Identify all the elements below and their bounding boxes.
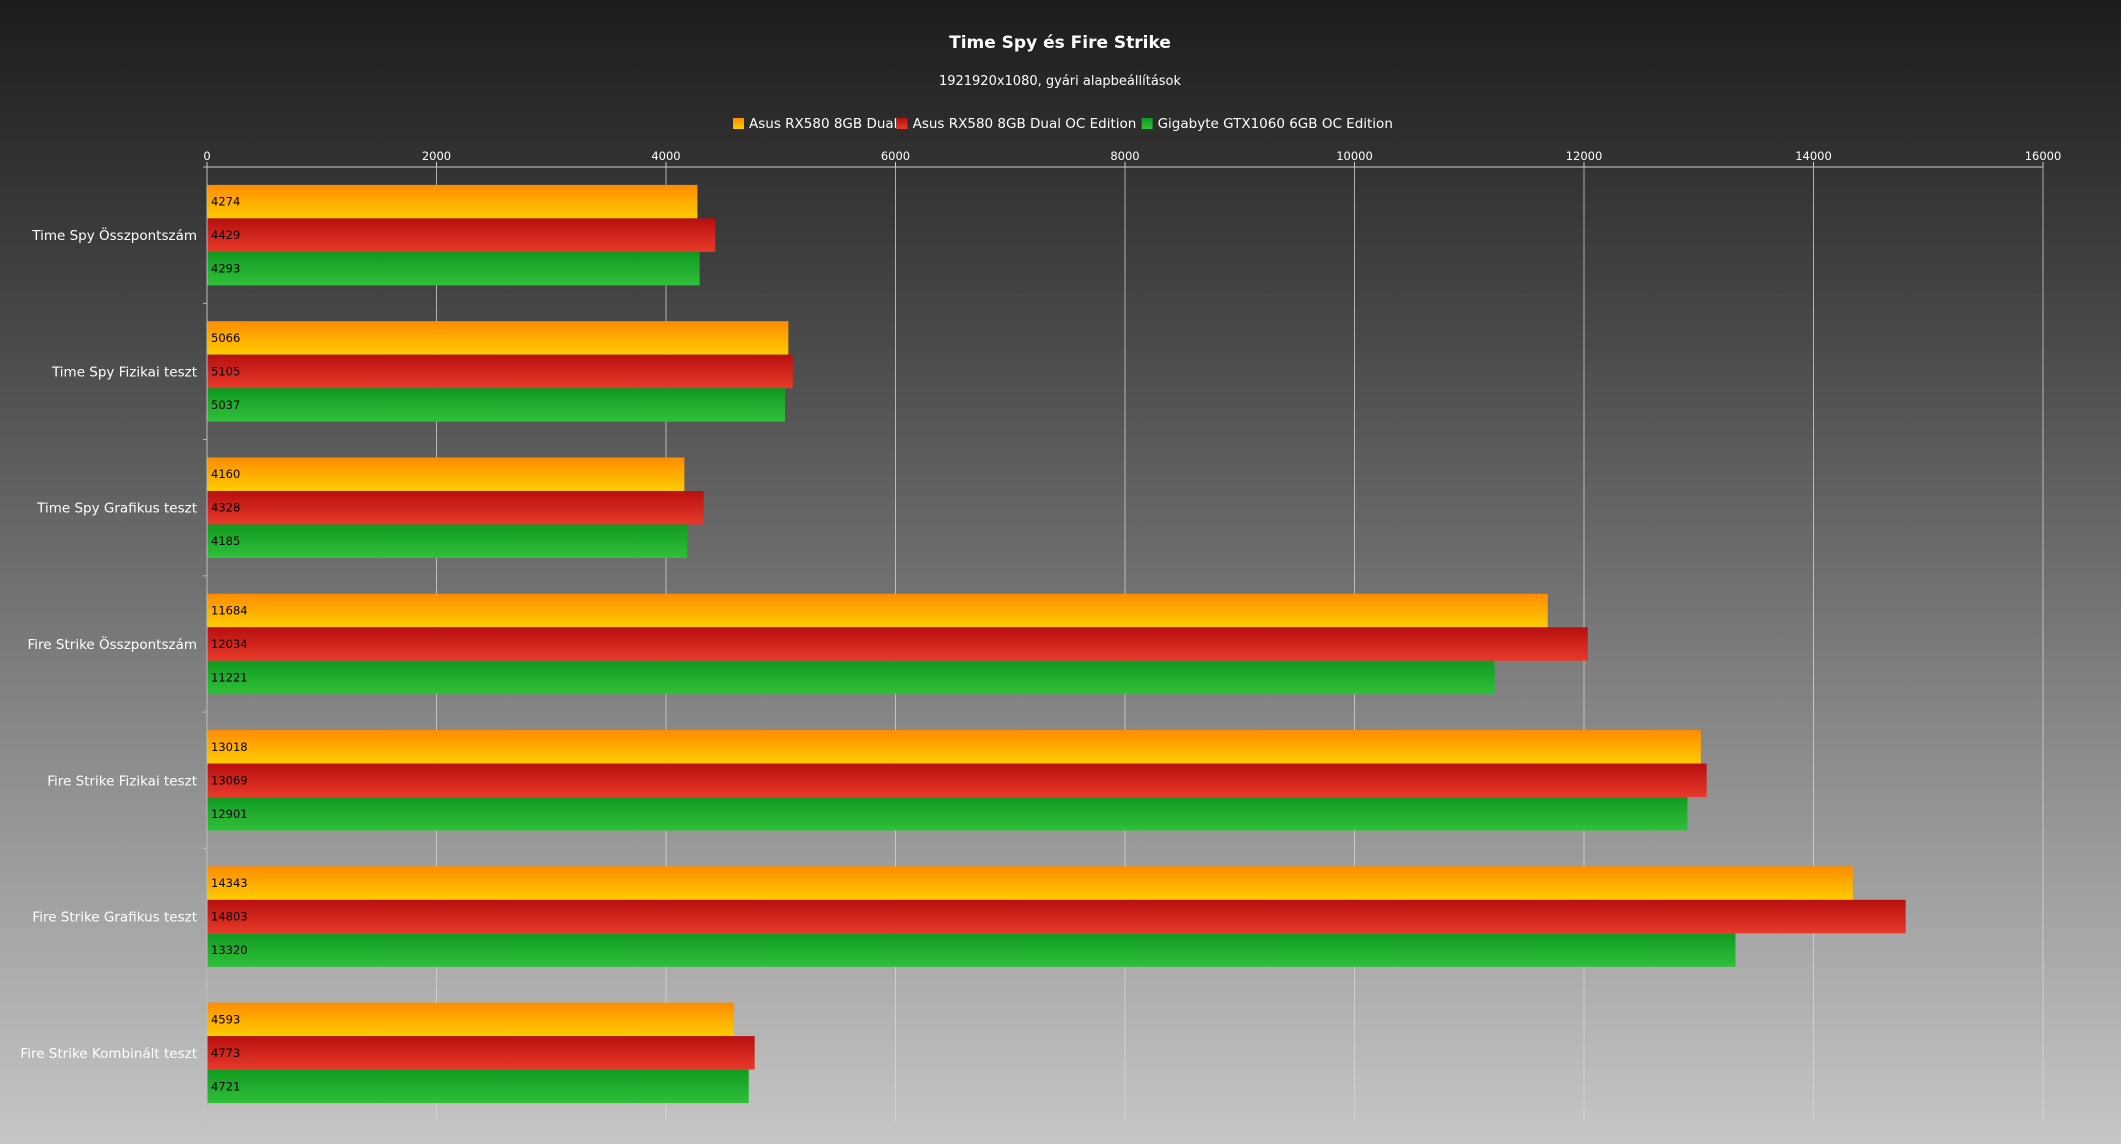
- bar: [207, 218, 716, 252]
- bar: [207, 899, 1906, 934]
- bar: [207, 354, 793, 389]
- legend-label: Asus RX580 8GB Dual OC Edition: [913, 116, 1137, 132]
- legend: Asus RX580 8GB Dual Asus RX580 8GB Dual O…: [733, 116, 1393, 132]
- bar-value-label: 4721: [211, 1079, 240, 1093]
- category-labels: Time Spy Összpontszám Time Spy Fizikai te…: [20, 226, 197, 1062]
- bar: [207, 797, 1688, 831]
- bar-value-label: 4160: [211, 467, 240, 481]
- bar: [207, 490, 704, 525]
- bar-value-label: 4328: [211, 501, 240, 515]
- bar: [207, 184, 698, 219]
- legend-label: Gigabyte GTX1060 6GB OC Edition: [1158, 116, 1393, 132]
- bar-value-label: 4773: [211, 1046, 240, 1060]
- x-tick-label: 6000: [881, 149, 910, 163]
- bar: [207, 457, 685, 491]
- bar-value-label: 4293: [211, 262, 240, 276]
- category-label: Time Spy Grafikus teszt: [36, 501, 197, 517]
- x-tick-label: 16000: [2025, 149, 2062, 163]
- bar-value-label: 13069: [211, 773, 248, 787]
- bar-value-label: 14803: [211, 910, 248, 924]
- bars: 4274 4429 4293 5066 5105 5037 4160 4328 4185 1168…: [207, 184, 1906, 1104]
- x-tick-label: 10000: [1336, 149, 1373, 163]
- bar-value-label: 11684: [211, 604, 248, 618]
- bar-value-label: 12034: [211, 637, 248, 651]
- bar-value-label: 5105: [211, 364, 240, 378]
- bar-value-label: 5066: [211, 331, 240, 345]
- bar: [207, 1002, 735, 1037]
- chart-title: Time Spy és Fire Strike: [949, 33, 1171, 53]
- chart-subtitle: 1921920x1080, gyári alapbeállítások: [939, 74, 1182, 89]
- bar: [207, 627, 1588, 661]
- bar: [207, 388, 785, 422]
- bar-value-label: 4274: [211, 195, 240, 209]
- bar-value-label: 12901: [211, 807, 248, 821]
- legend-label: Asus RX580 8GB Dual: [749, 116, 897, 132]
- bar: [207, 866, 1853, 900]
- bar: [207, 1069, 749, 1104]
- bar: [207, 660, 1495, 695]
- bar-value-label: 4593: [211, 1012, 240, 1026]
- bar-value-label: 4185: [211, 534, 240, 548]
- bar-value-label: 13320: [211, 943, 248, 957]
- bar: [207, 251, 700, 286]
- legend-swatch: [733, 118, 744, 129]
- bar: [207, 763, 1707, 798]
- bar-value-label: 14343: [211, 876, 248, 890]
- axes: [203, 166, 2043, 1122]
- category-label: Fire Strike Grafikus teszt: [32, 910, 197, 926]
- x-tick-label: 0: [203, 149, 210, 163]
- x-tick-label: 4000: [651, 149, 680, 163]
- bar-value-label: 13018: [211, 740, 248, 754]
- bar: [207, 1036, 755, 1070]
- bar: [207, 933, 1736, 967]
- legend-swatch: [1141, 118, 1153, 129]
- category-label: Time Spy Fizikai teszt: [51, 364, 197, 380]
- x-tick-label: 12000: [1566, 149, 1603, 163]
- x-tick-label: 2000: [422, 149, 451, 163]
- bar: [207, 593, 1548, 628]
- bar-value-label: 5037: [211, 398, 240, 412]
- bar-value-label: 11221: [211, 671, 248, 685]
- x-tick-label: 8000: [1110, 149, 1139, 163]
- category-label: Fire Strike Fizikai teszt: [47, 773, 197, 789]
- category-label: Fire Strike Kombinált teszt: [20, 1046, 197, 1062]
- bar: [207, 524, 688, 558]
- bar: [207, 730, 1701, 764]
- category-label: Time Spy Összpontszám: [31, 226, 197, 244]
- bar-value-label: 4429: [211, 228, 240, 242]
- x-tick-label: 14000: [1795, 149, 1832, 163]
- category-label: Fire Strike Összpontszám: [28, 635, 197, 653]
- bar: [207, 321, 789, 355]
- x-axis-ticks: 0 2000 4000 6000 8000 10000 12000 14000 16000: [203, 149, 2061, 167]
- legend-swatch: [896, 118, 908, 129]
